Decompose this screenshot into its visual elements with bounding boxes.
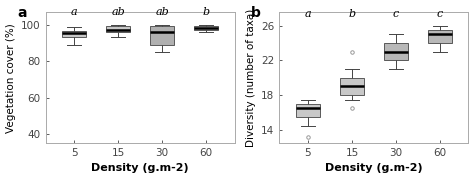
Bar — [340, 78, 364, 95]
Bar — [384, 43, 408, 60]
Bar — [194, 26, 218, 30]
Bar — [62, 31, 86, 37]
Text: a: a — [71, 7, 77, 17]
Text: ab: ab — [111, 7, 125, 17]
Text: b: b — [348, 9, 356, 19]
Text: c: c — [393, 9, 399, 19]
Text: c: c — [437, 9, 443, 19]
Bar — [150, 26, 174, 45]
Text: a: a — [305, 9, 311, 19]
Bar — [428, 30, 452, 43]
Text: ab: ab — [155, 7, 169, 17]
Text: b: b — [251, 6, 261, 20]
Y-axis label: Vegetation cover (%): Vegetation cover (%) — [6, 23, 16, 133]
X-axis label: Density (g.m-2): Density (g.m-2) — [325, 163, 423, 173]
Text: b: b — [202, 7, 210, 17]
Y-axis label: Diversity (number of taxa): Diversity (number of taxa) — [246, 9, 256, 147]
Text: a: a — [17, 6, 27, 20]
Bar — [296, 104, 320, 117]
X-axis label: Density (g.m-2): Density (g.m-2) — [91, 163, 189, 173]
Bar — [106, 26, 130, 32]
